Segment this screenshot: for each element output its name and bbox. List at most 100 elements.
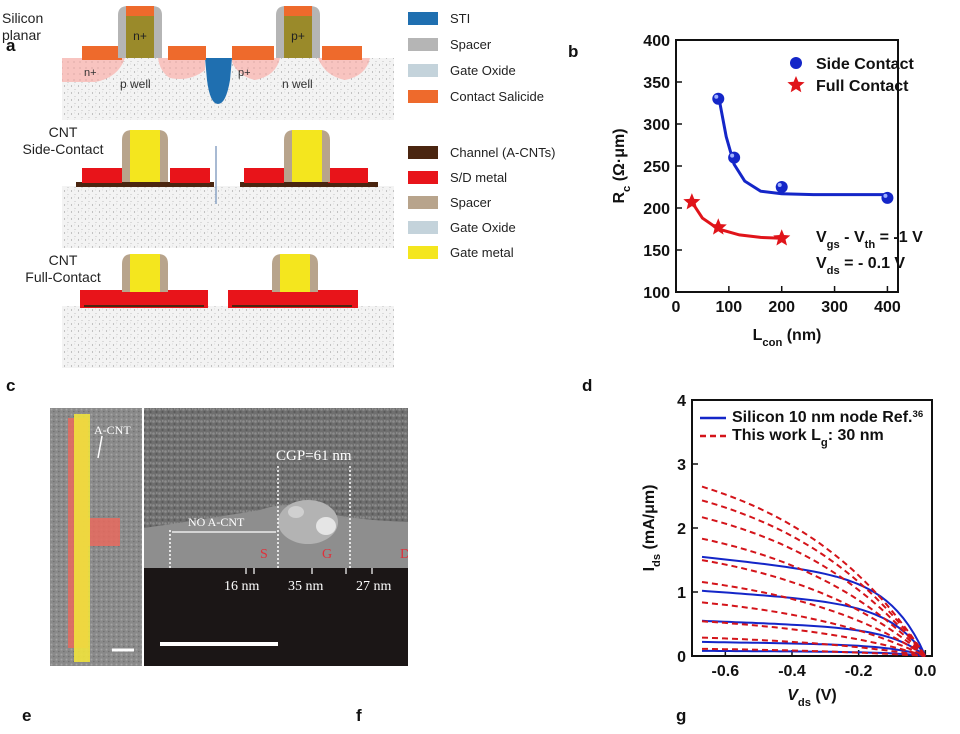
- sd-metal-d1: [170, 168, 210, 183]
- full-metal-1: [80, 290, 208, 308]
- legend-cnt: Channel (A-CNTs) S/D metal Spacer Gate Oxid…: [408, 145, 555, 260]
- dim-35nm: 35 nm: [288, 579, 324, 594]
- gate-highlight-2: [288, 506, 304, 518]
- row-label-silicon-text: Silicon planar: [2, 10, 44, 43]
- ylabel-d: Ids (mA/μm): [641, 485, 663, 572]
- legend-label-1: Spacer: [450, 37, 492, 52]
- point-side-1: [728, 151, 741, 164]
- legend-label-thiswork: This work Lg: 30 nm: [732, 427, 884, 449]
- xtick-label-b-4: 400: [874, 299, 901, 316]
- curve-8: [701, 537, 927, 657]
- curve-9: [701, 559, 926, 657]
- panel-label-e: e: [22, 706, 32, 725]
- ytick-label-b-1: 150: [643, 243, 670, 260]
- sti-trench: [205, 58, 232, 104]
- panel-label-f: f: [356, 706, 362, 725]
- panel-label-d: d: [582, 376, 593, 395]
- gate-metal-full-1: [130, 254, 160, 292]
- n-plus-label: n+: [84, 67, 97, 79]
- xtick-label-d-3: 0.0: [914, 663, 936, 680]
- legend-silicon: STI Spacer Gate Oxide Contact Salicide: [408, 11, 544, 104]
- n-well-label: n well: [282, 77, 313, 91]
- point-full-0: [683, 193, 701, 210]
- legend-label-side: Side Contact: [816, 56, 914, 73]
- legend-marker-full: [787, 76, 805, 93]
- dim-16nm: 16 nm: [224, 579, 260, 594]
- legend-swatch-2: [408, 64, 438, 77]
- ytick-label-b-2: 200: [643, 201, 670, 218]
- full-channel-2: [232, 305, 352, 307]
- ytick-label-d-0: 0: [677, 649, 686, 666]
- legend-swatch-3: [408, 221, 438, 234]
- p-plus-drain-region: [318, 58, 370, 80]
- point-side-3: [881, 191, 894, 204]
- dimension-ticks: [245, 568, 373, 574]
- acnt-label: A-CNT: [94, 423, 131, 437]
- panel-label-c: c: [6, 376, 16, 395]
- cnt-channel-2: [240, 182, 378, 187]
- point-side-2: [775, 181, 788, 193]
- ylabel-b: Rc (Ω·μm): [611, 128, 633, 203]
- dim-27nm: 27 nm: [356, 579, 392, 594]
- point-side-shine-1: [730, 153, 735, 158]
- legend-label-0: Channel (A-CNTs): [450, 145, 555, 160]
- xtick-label-d-0: -0.6: [712, 663, 740, 680]
- drain-label: D: [400, 547, 408, 562]
- ytick-label-d-1: 1: [677, 585, 686, 602]
- ytick-label-d-3: 3: [677, 457, 686, 474]
- legend-swatch-4: [408, 246, 438, 259]
- row-label-full-text: CNT Full-Contact: [25, 252, 101, 285]
- legend-label-silicon: Silicon 10 nm node Ref.36: [732, 409, 923, 427]
- panel-label-a: a: [6, 36, 16, 55]
- schematic-panel: n+ p+ n+ p+ p well n well: [62, 6, 394, 368]
- gate-metal-side-2: [292, 130, 322, 182]
- row-label-side: CNT Side-Contact: [8, 124, 118, 158]
- cnt-substrate-side: [62, 186, 394, 248]
- cnt-substrate-full: [62, 306, 394, 368]
- ytick-label-d-2: 2: [677, 521, 686, 538]
- curve-11: [701, 601, 926, 657]
- source-label: S: [260, 547, 268, 562]
- salicide-s1: [82, 46, 122, 60]
- xtick-label-d-2: -0.2: [845, 663, 873, 680]
- gate2-salicide: [284, 6, 312, 16]
- gate-label: G: [322, 547, 332, 562]
- gate1-salicide: [126, 6, 154, 16]
- point-side-shine-2: [777, 183, 782, 187]
- legend-swatch-3: [408, 90, 438, 103]
- legend-swatch-2: [408, 196, 438, 209]
- p-plus-region: [232, 58, 280, 80]
- annotation-line1: Vgs - Vth = -1 V: [816, 229, 923, 251]
- cnt-channel-1: [76, 182, 214, 187]
- legend-label-full: Full Contact: [816, 78, 909, 95]
- salicide-d2: [322, 46, 362, 60]
- xtick-label-b-2: 200: [768, 299, 795, 316]
- ytick-label-b-6: 400: [643, 33, 670, 50]
- gate-overlay: [74, 414, 90, 662]
- sd-metal-s2: [244, 168, 284, 183]
- curve-10: [701, 581, 926, 657]
- sd-metal-d2: [328, 168, 368, 183]
- no-acnt-label: NO A-CNT: [188, 515, 245, 529]
- legend-swatch-0: [408, 12, 438, 25]
- point-side-shine-3: [883, 193, 888, 198]
- ytick-label-b-5: 350: [643, 75, 670, 92]
- curve-12: [701, 620, 926, 657]
- legend-swatch-0: [408, 146, 438, 159]
- gate-p-label: p+: [291, 29, 305, 43]
- p-plus-label: p+: [238, 67, 251, 79]
- legend-swatch-1: [408, 171, 438, 184]
- point-full-2: [773, 229, 791, 246]
- xtick-label-b-1: 100: [716, 299, 743, 316]
- curve-2: [701, 619, 926, 657]
- legend-label-4: Gate metal: [450, 245, 514, 260]
- row-label-silicon: Silicon planar: [2, 10, 64, 44]
- legend-label-3: Gate Oxide: [450, 220, 516, 235]
- legend-label-2: Spacer: [450, 195, 492, 210]
- curve-14: [702, 647, 926, 657]
- legend-swatch-1: [408, 38, 438, 51]
- row-label-full: CNT Full-Contact: [8, 252, 118, 286]
- curve-5: [701, 485, 927, 657]
- sd-metal-s1: [82, 168, 122, 183]
- ytick-label-d-4: 4: [677, 393, 686, 410]
